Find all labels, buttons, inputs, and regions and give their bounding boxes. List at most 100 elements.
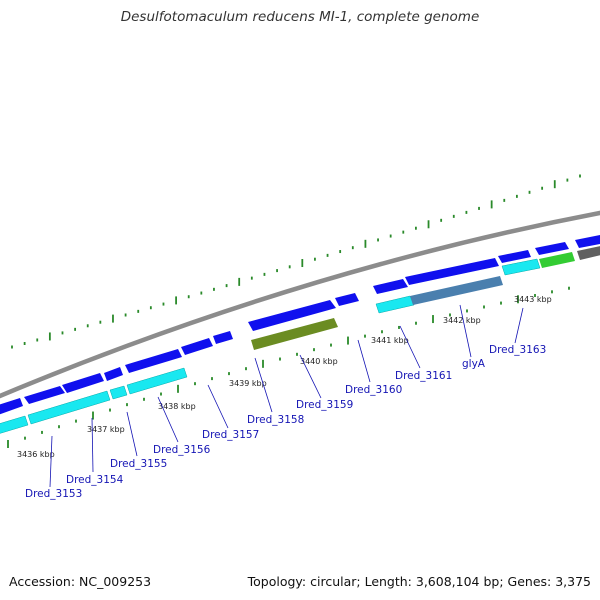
inner-minor-tick <box>381 330 383 334</box>
cds-forward <box>104 367 123 381</box>
inner-minor-tick <box>415 321 417 325</box>
cds-forward <box>575 235 600 248</box>
cds-reverse <box>0 415 29 434</box>
gene-leader-line <box>207 384 229 429</box>
inner-minor-tick <box>75 419 77 423</box>
inner-minor-tick <box>313 348 315 352</box>
forward-cds-track <box>0 235 600 415</box>
inner-minor-tick <box>398 325 400 329</box>
outer-minor-tick <box>99 320 102 324</box>
inner-minor-tick <box>194 382 196 386</box>
outer-major-tick <box>490 200 493 209</box>
gene-leader-line <box>514 307 524 344</box>
outer-minor-tick <box>528 190 531 194</box>
gene-label[interactable]: Dred_3161 <box>395 370 452 382</box>
outer-minor-tick <box>541 186 544 190</box>
cds-reverse <box>27 390 111 425</box>
outer-minor-tick <box>351 246 354 250</box>
tick-label: 3436 kbp <box>17 450 55 459</box>
outer-minor-tick <box>415 226 417 230</box>
inner-minor-tick <box>568 286 570 290</box>
gray-feature <box>577 246 600 260</box>
inner-minor-tick <box>330 343 332 347</box>
gene-label[interactable]: Dred_3154 <box>66 474 124 486</box>
outer-major-tick <box>427 220 430 229</box>
outer-minor-tick <box>149 306 152 310</box>
inner-major-tick <box>432 315 434 324</box>
cds-forward <box>535 242 569 255</box>
gene-label[interactable]: Dred_3157 <box>202 429 259 441</box>
gene-leader-line <box>459 304 472 358</box>
gene-leader-line <box>126 411 138 457</box>
inner-minor-tick <box>24 436 26 440</box>
outer-minor-tick <box>225 284 228 288</box>
outer-major-tick <box>364 239 367 248</box>
cds-forward <box>335 293 359 306</box>
inner-minor-tick <box>211 377 213 381</box>
inner-minor-tick <box>160 392 162 396</box>
green-feature <box>539 252 575 268</box>
cds-forward <box>0 398 23 415</box>
outer-minor-tick <box>288 265 291 269</box>
gene-label[interactable]: Dred_3155 <box>110 458 167 470</box>
outer-minor-tick <box>276 269 278 273</box>
outer-minor-tick <box>124 313 127 317</box>
tick-labels: 3436 kbp 3437 kbp 3438 kbp 3439 kbp 3440 kbp… <box>17 295 552 459</box>
outer-minor-tick <box>440 218 443 222</box>
outer-minor-tick <box>23 341 26 345</box>
inner-major-tick <box>7 440 9 448</box>
inner-major-tick <box>347 336 349 345</box>
inner-minor-tick <box>58 425 60 429</box>
gene-labels: Dred_3153 Dred_3154 Dred_3155 Dred_3156 Dred… <box>25 304 546 500</box>
cds-reverse <box>501 258 541 276</box>
gene-leader-line <box>357 339 371 383</box>
inner-major-tick <box>177 384 179 393</box>
gene-label[interactable]: Dred_3158 <box>247 414 304 426</box>
outer-major-tick <box>48 332 51 341</box>
cds-forward <box>213 331 233 344</box>
inner-major-tick <box>92 411 94 420</box>
inner-major-tick <box>262 359 264 368</box>
outer-minor-tick <box>162 302 165 306</box>
inner-minor-tick <box>41 430 43 434</box>
gene-label[interactable]: Dred_3156 <box>153 444 211 456</box>
inner-minor-tick <box>109 408 111 412</box>
cds-forward <box>125 349 182 373</box>
inner-minor-tick <box>483 305 485 309</box>
outer-minor-tick <box>389 234 392 238</box>
accession-text: Accession: NC_009253 <box>9 574 152 589</box>
outer-minor-tick <box>61 331 64 335</box>
inner-minor-tick <box>500 301 502 305</box>
cds-forward <box>24 386 65 404</box>
genome-summary: Topology: circular; Length: 3,608,104 bp… <box>247 574 591 589</box>
inner-minor-tick <box>534 294 536 298</box>
gene-leader-line <box>254 357 273 413</box>
outer-minor-tick <box>200 291 203 295</box>
outer-minor-tick <box>402 230 405 234</box>
outer-minor-tick <box>478 206 480 210</box>
outer-minor-tick <box>250 276 253 280</box>
cds-reverse <box>126 367 188 395</box>
cds-forward <box>181 338 213 355</box>
outer-minor-tick <box>137 309 140 313</box>
gene-label[interactable]: Dred_3163 <box>489 344 546 356</box>
tick-label: 3441 kbp <box>371 336 409 345</box>
gene-label[interactable]: Dred_3153 <box>25 488 82 500</box>
cds-forward <box>373 279 408 294</box>
outer-minor-tick <box>515 194 518 198</box>
gene-leader-line <box>49 435 53 488</box>
outer-minor-tick <box>74 327 77 331</box>
olive-feature <box>251 318 338 350</box>
tick-label: 3437 kbp <box>87 425 125 434</box>
gene-leader-line <box>299 354 322 399</box>
tick-label: 3440 kbp <box>300 357 338 366</box>
inner-minor-tick <box>551 290 553 294</box>
outer-minor-tick <box>326 253 329 257</box>
reverse-cds-track <box>0 246 600 434</box>
gene-label[interactable]: Dred_3160 <box>345 384 402 396</box>
outer-minor-tick <box>36 338 39 342</box>
gene-label[interactable]: glyA <box>462 358 486 370</box>
outer-minor-tick <box>377 238 379 242</box>
inner-minor-tick <box>364 334 366 338</box>
gene-label[interactable]: Dred_3159 <box>296 399 353 411</box>
